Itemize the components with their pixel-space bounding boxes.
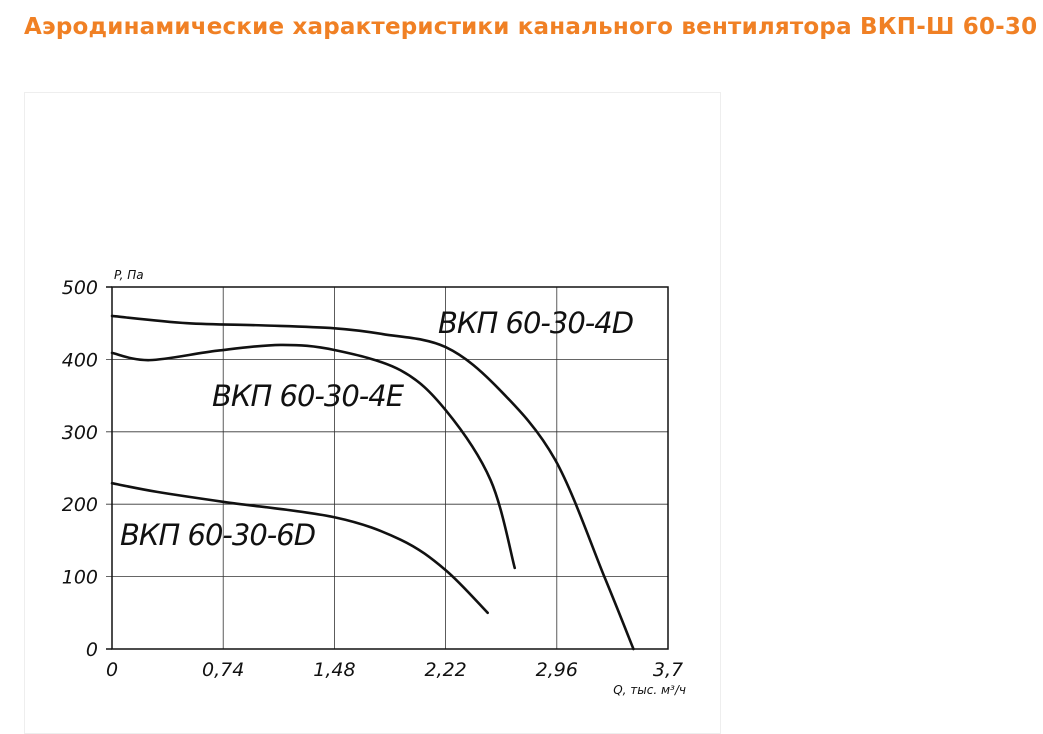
- x-tick-label: 2,22: [424, 659, 466, 681]
- y-tick-label: 300: [62, 422, 98, 444]
- series-label: ВКП 60-30-4E: [212, 379, 405, 413]
- x-tick-label: 1,48: [313, 659, 355, 681]
- y-tick-label: 100: [62, 567, 98, 589]
- y-tick-label: 400: [62, 349, 98, 371]
- y-tick-label: 500: [62, 277, 98, 299]
- series-line-2: [110, 343, 517, 570]
- x-axis-label: Q, тыс. м³/ч: [613, 683, 686, 697]
- series-label: ВКП 60-30-4D: [438, 306, 633, 340]
- series-line-3: [110, 481, 489, 615]
- y-tick-label: 0: [86, 639, 98, 661]
- x-tick-label: 2,96: [536, 659, 578, 681]
- series-label: ВКП 60-30-6D: [120, 518, 315, 552]
- y-tick-label: 200: [62, 494, 98, 516]
- x-tick-label: 0,74: [202, 659, 244, 681]
- series-line-1: [110, 314, 635, 651]
- plot-frame: [111, 286, 669, 650]
- page-title: Аэродинамические характеристики канально…: [24, 14, 1038, 40]
- x-tick-label: 0: [106, 659, 118, 681]
- y-axis-label: P, Па: [114, 268, 144, 282]
- x-tick-label: 3,7: [653, 659, 683, 681]
